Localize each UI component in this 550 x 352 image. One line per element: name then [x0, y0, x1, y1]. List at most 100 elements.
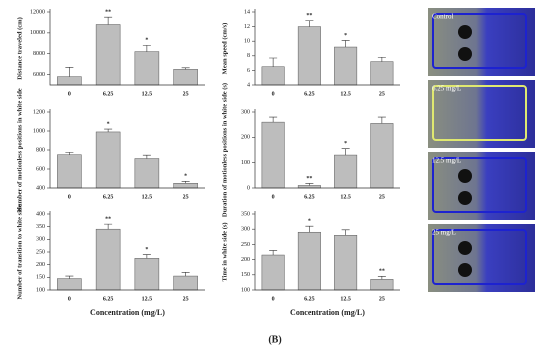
- x-tick-label: 6.25: [103, 194, 114, 200]
- bar: [370, 61, 394, 86]
- bar: [95, 131, 121, 189]
- bar: [173, 275, 198, 291]
- significance-mark: *: [184, 174, 187, 180]
- tank-edge: [432, 157, 527, 213]
- error-bar: [181, 181, 190, 184]
- significance-mark: **: [105, 217, 111, 223]
- y-tick-label: 150: [36, 275, 45, 281]
- x-tick-label: 6.25: [304, 91, 315, 97]
- bar: [334, 154, 358, 189]
- tank-image: [428, 80, 535, 148]
- image-label: Control: [432, 13, 453, 21]
- bar: [261, 121, 285, 189]
- hole: [458, 47, 472, 61]
- y-tick-label: 12: [244, 24, 250, 30]
- y-tick-label: 100: [36, 287, 45, 293]
- y-tick-label: 350: [36, 224, 45, 230]
- y-tick-label: 0: [247, 185, 250, 191]
- significance-mark: *: [107, 121, 110, 127]
- x-tick-label: 12.5: [340, 91, 351, 97]
- error-bar: [104, 128, 113, 132]
- error-bar: [65, 275, 74, 279]
- axes: [254, 9, 400, 86]
- y-tick-label: 800: [36, 147, 45, 153]
- bar: [370, 279, 394, 291]
- error-bar: [377, 116, 386, 124]
- y-tick-label: 400: [36, 185, 45, 191]
- error-bar: [269, 116, 278, 123]
- error-bar: [142, 45, 151, 52]
- tank-edge: [432, 13, 527, 69]
- error-bar: [305, 20, 314, 27]
- hole: [458, 241, 472, 255]
- image-label: 6.25 mg/L: [432, 85, 461, 93]
- error-bar: [104, 16, 113, 25]
- error-bar: [341, 40, 350, 48]
- y-tick-label: 1200: [33, 109, 45, 115]
- bar: [134, 158, 160, 189]
- tank-image: [428, 224, 535, 292]
- error-bar: [269, 250, 278, 256]
- x-tick-label: 12.5: [142, 91, 153, 97]
- y-tick-label: 200: [241, 135, 250, 141]
- y-tick-label: 4: [247, 82, 250, 88]
- significance-mark: **: [105, 10, 111, 16]
- x-tick-label: 0: [68, 194, 71, 200]
- y-tick-label: 1000: [33, 128, 45, 134]
- error-bar: [341, 229, 350, 236]
- error-bar: [305, 225, 314, 233]
- y-axis-label: Mean speed (cm/s): [221, 23, 228, 75]
- bar: [57, 76, 82, 86]
- error-bar: [305, 183, 314, 186]
- bar: [173, 183, 198, 189]
- error-bar: [377, 276, 386, 280]
- significance-mark: *: [308, 219, 311, 225]
- bar: [134, 258, 160, 291]
- image-label: 12.5 mg/L: [432, 157, 461, 165]
- bar: [95, 24, 121, 86]
- hole: [458, 191, 472, 205]
- x-tick-label: 25: [183, 296, 189, 302]
- error-bar: [65, 152, 74, 155]
- error-bar: [181, 67, 190, 70]
- y-tick-label: 350: [241, 211, 250, 217]
- hole: [458, 25, 472, 39]
- tank-image: [428, 8, 535, 76]
- error-bar: [142, 254, 151, 259]
- error-bar: [104, 223, 113, 230]
- error-bar: [181, 271, 190, 277]
- error-bar: [341, 148, 350, 156]
- x-tick-label: 25: [379, 194, 385, 200]
- x-tick-label: 0: [68, 296, 71, 302]
- y-axis-label: Number of motionless positions in white …: [16, 88, 23, 212]
- tank-image: [428, 152, 535, 220]
- bar: [95, 228, 121, 291]
- y-tick-label: 300: [241, 227, 250, 233]
- x-tick-label: 0: [68, 91, 71, 97]
- significance-mark: *: [145, 247, 148, 253]
- y-tick-label: 400: [36, 211, 45, 217]
- y-axis-label: Distance traveled (cm): [16, 17, 23, 79]
- bar: [261, 254, 285, 291]
- y-tick-label: 300: [241, 109, 250, 115]
- error-bar: [269, 57, 278, 67]
- error-bar: [65, 66, 74, 77]
- bar: [297, 26, 321, 86]
- x-tick-label: 25: [183, 194, 189, 200]
- x-tick-label: 12.5: [142, 194, 153, 200]
- x-axis-title: Concentration (mg/L): [290, 308, 365, 317]
- y-tick-label: 10000: [30, 30, 45, 36]
- y-axis-label: Time in white side (s): [221, 222, 228, 281]
- y-tick-label: 200: [241, 257, 250, 263]
- x-tick-label: 6.25: [103, 296, 114, 302]
- y-tick-label: 250: [36, 249, 45, 255]
- x-tick-label: 6.25: [304, 194, 315, 200]
- significance-mark: **: [306, 13, 312, 19]
- image-label: 25 mg/L: [432, 229, 456, 237]
- x-tick-label: 0: [272, 194, 275, 200]
- y-tick-label: 10: [244, 39, 250, 45]
- significance-mark: **: [306, 176, 312, 182]
- hole: [458, 263, 472, 277]
- y-tick-label: 600: [36, 166, 45, 172]
